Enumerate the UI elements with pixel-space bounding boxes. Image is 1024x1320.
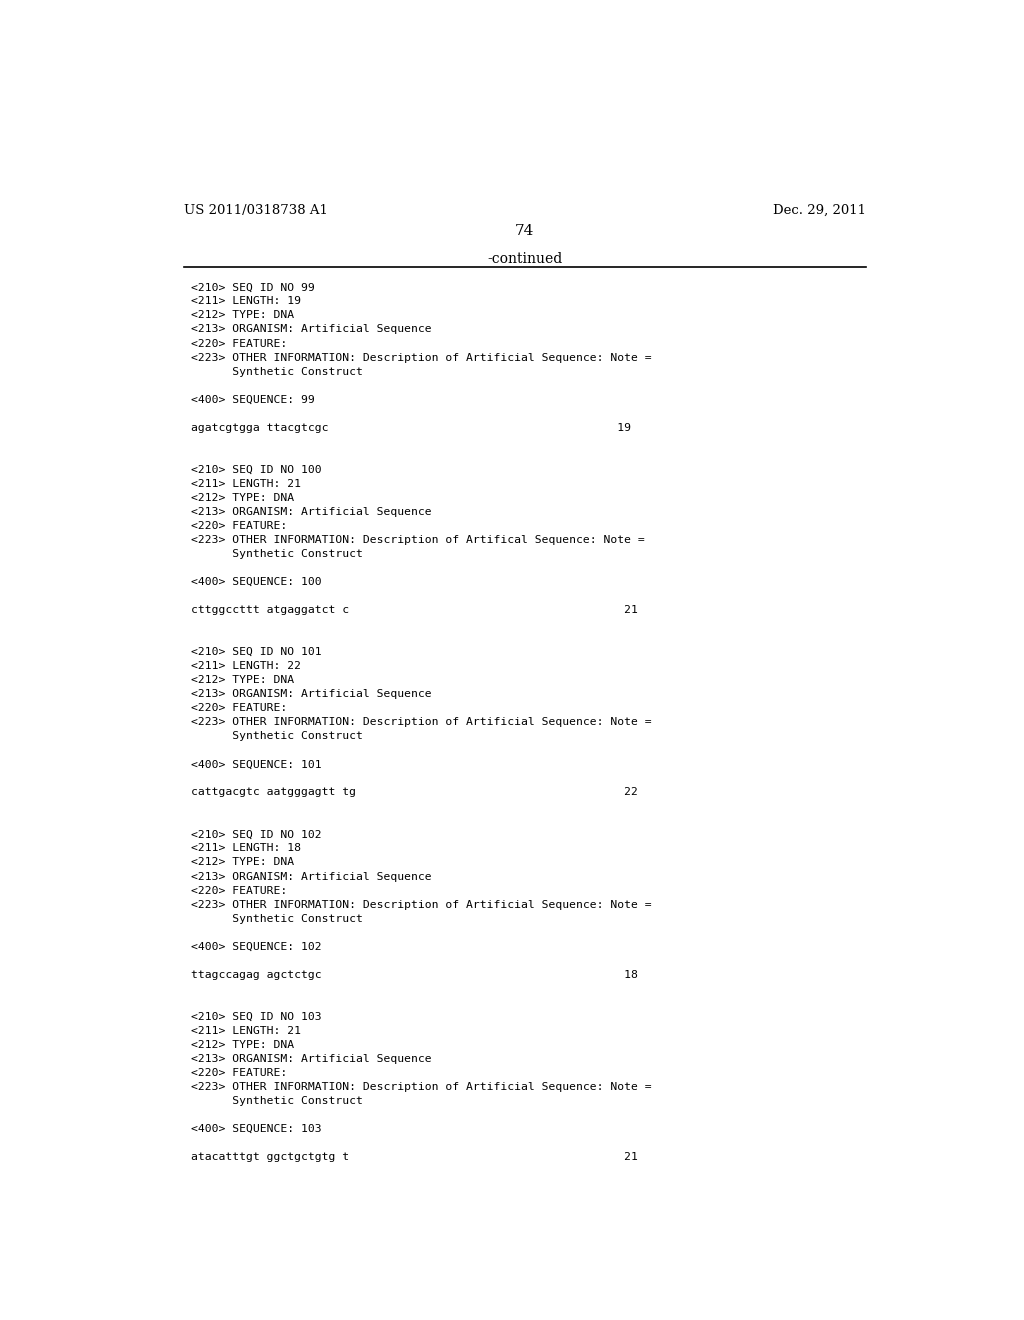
Text: <212> TYPE: DNA: <212> TYPE: DNA	[191, 492, 295, 503]
Text: Synthetic Construct: Synthetic Construct	[191, 913, 364, 924]
Text: <213> ORGANISM: Artificial Sequence: <213> ORGANISM: Artificial Sequence	[191, 507, 432, 517]
Text: <400> SEQUENCE: 101: <400> SEQUENCE: 101	[191, 759, 323, 770]
Text: <223> OTHER INFORMATION: Description of Artificial Sequence: Note =: <223> OTHER INFORMATION: Description of …	[191, 352, 652, 363]
Text: <212> TYPE: DNA: <212> TYPE: DNA	[191, 858, 295, 867]
Text: <213> ORGANISM: Artificial Sequence: <213> ORGANISM: Artificial Sequence	[191, 871, 432, 882]
Text: <220> FEATURE:: <220> FEATURE:	[191, 886, 288, 895]
Text: cattgacgtc aatgggagtt tg                                       22: cattgacgtc aatgggagtt tg 22	[191, 787, 638, 797]
Text: <220> FEATURE:: <220> FEATURE:	[191, 521, 288, 531]
Text: Synthetic Construct: Synthetic Construct	[191, 731, 364, 742]
Text: <212> TYPE: DNA: <212> TYPE: DNA	[191, 675, 295, 685]
Text: US 2011/0318738 A1: US 2011/0318738 A1	[183, 205, 328, 216]
Text: 74: 74	[515, 224, 535, 239]
Text: <211> LENGTH: 22: <211> LENGTH: 22	[191, 661, 301, 671]
Text: <400> SEQUENCE: 99: <400> SEQUENCE: 99	[191, 395, 315, 405]
Text: Synthetic Construct: Synthetic Construct	[191, 549, 364, 558]
Text: <220> FEATURE:: <220> FEATURE:	[191, 338, 288, 348]
Text: <400> SEQUENCE: 100: <400> SEQUENCE: 100	[191, 577, 323, 587]
Text: agatcgtgga ttacgtcgc                                          19: agatcgtgga ttacgtcgc 19	[191, 422, 632, 433]
Text: <211> LENGTH: 19: <211> LENGTH: 19	[191, 297, 301, 306]
Text: <213> ORGANISM: Artificial Sequence: <213> ORGANISM: Artificial Sequence	[191, 1053, 432, 1064]
Text: ttagccagag agctctgc                                            18: ttagccagag agctctgc 18	[191, 970, 638, 979]
Text: <210> SEQ ID NO 99: <210> SEQ ID NO 99	[191, 282, 315, 293]
Text: Synthetic Construct: Synthetic Construct	[191, 1096, 364, 1106]
Text: Synthetic Construct: Synthetic Construct	[191, 367, 364, 376]
Text: <223> OTHER INFORMATION: Description of Artifical Sequence: Note =: <223> OTHER INFORMATION: Description of …	[191, 535, 645, 545]
Text: <400> SEQUENCE: 102: <400> SEQUENCE: 102	[191, 941, 323, 952]
Text: atacatttgt ggctgctgtg t                                        21: atacatttgt ggctgctgtg t 21	[191, 1152, 638, 1162]
Text: -continued: -continued	[487, 252, 562, 265]
Text: <213> ORGANISM: Artificial Sequence: <213> ORGANISM: Artificial Sequence	[191, 689, 432, 700]
Text: <213> ORGANISM: Artificial Sequence: <213> ORGANISM: Artificial Sequence	[191, 325, 432, 334]
Text: <211> LENGTH: 18: <211> LENGTH: 18	[191, 843, 301, 854]
Text: <212> TYPE: DNA: <212> TYPE: DNA	[191, 310, 295, 321]
Text: <220> FEATURE:: <220> FEATURE:	[191, 1068, 288, 1078]
Text: <210> SEQ ID NO 103: <210> SEQ ID NO 103	[191, 1011, 323, 1022]
Text: <223> OTHER INFORMATION: Description of Artificial Sequence: Note =: <223> OTHER INFORMATION: Description of …	[191, 1082, 652, 1092]
Text: <211> LENGTH: 21: <211> LENGTH: 21	[191, 1026, 301, 1036]
Text: <212> TYPE: DNA: <212> TYPE: DNA	[191, 1040, 295, 1049]
Text: Dec. 29, 2011: Dec. 29, 2011	[773, 205, 866, 216]
Text: <210> SEQ ID NO 100: <210> SEQ ID NO 100	[191, 465, 323, 475]
Text: <400> SEQUENCE: 103: <400> SEQUENCE: 103	[191, 1123, 323, 1134]
Text: <220> FEATURE:: <220> FEATURE:	[191, 704, 288, 713]
Text: <223> OTHER INFORMATION: Description of Artificial Sequence: Note =: <223> OTHER INFORMATION: Description of …	[191, 717, 652, 727]
Text: <223> OTHER INFORMATION: Description of Artificial Sequence: Note =: <223> OTHER INFORMATION: Description of …	[191, 899, 652, 909]
Text: <211> LENGTH: 21: <211> LENGTH: 21	[191, 479, 301, 488]
Text: cttggccttt atgaggatct c                                        21: cttggccttt atgaggatct c 21	[191, 605, 638, 615]
Text: <210> SEQ ID NO 101: <210> SEQ ID NO 101	[191, 647, 323, 657]
Text: <210> SEQ ID NO 102: <210> SEQ ID NO 102	[191, 829, 323, 840]
